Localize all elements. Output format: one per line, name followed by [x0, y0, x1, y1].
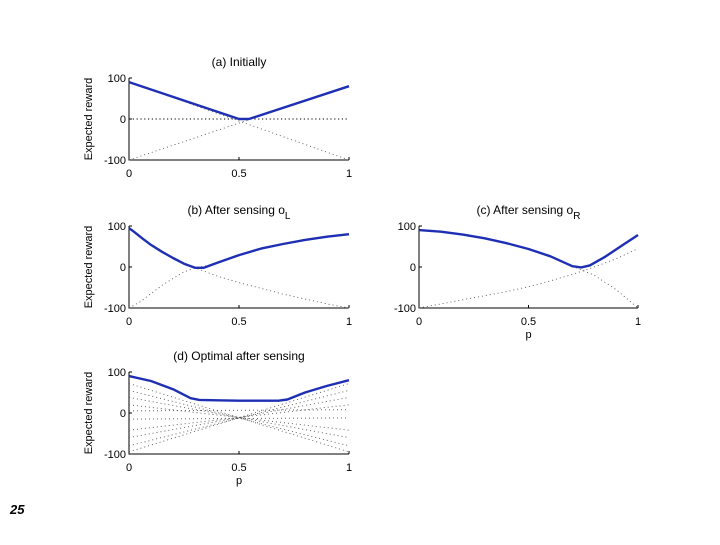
y-tick-label: 0: [410, 262, 416, 274]
chart-title: (d) Optimal after sensing: [173, 349, 304, 363]
y-tick-label: 0: [120, 262, 126, 274]
dotted-series: [128, 383, 350, 453]
x-tick-label: 0.5: [231, 168, 246, 180]
dotted-series: [128, 404, 350, 431]
y-tick-label: -100: [104, 303, 126, 315]
dotted-series: [128, 417, 350, 420]
optimal-series: [128, 374, 350, 402]
y-tick-label: -100: [394, 303, 416, 315]
x-tick-label: 1: [346, 316, 352, 328]
title-subscript: L: [285, 211, 291, 222]
title-subscript: R: [573, 211, 580, 222]
chart-title: (c) After sensing oR: [477, 203, 581, 222]
y-tick-label: -100: [104, 449, 126, 461]
chart-title: (a) Initially: [212, 55, 267, 69]
chart-title: (b) After sensing oL: [188, 203, 291, 222]
axis-frame: [418, 226, 638, 309]
y-tick-label: 100: [108, 221, 126, 233]
slide-number: 25: [10, 502, 25, 517]
dotted-series: [128, 227, 350, 309]
dotted-series: [128, 409, 350, 412]
dotted-series: [128, 81, 350, 161]
y-tick-label: 0: [120, 408, 126, 420]
dotted-series: [128, 265, 207, 309]
x-axis-label: p: [236, 475, 242, 487]
x-tick-label: 0: [126, 168, 132, 180]
optimal-series: [128, 80, 350, 121]
x-tick-label: 0: [126, 316, 132, 328]
x-tick-label: 0: [416, 316, 422, 328]
x-tick-label: 1: [635, 316, 641, 328]
x-tick-label: 0.5: [231, 462, 246, 474]
x-tick-label: 0.5: [231, 316, 246, 328]
x-axis-label: p: [525, 329, 531, 341]
y-tick-label: -100: [104, 155, 126, 167]
optimal-series: [418, 228, 639, 269]
dotted-series: [128, 85, 350, 161]
y-tick-label: 100: [108, 367, 126, 379]
dotted-series: [128, 396, 350, 439]
dotted-series: [572, 265, 639, 309]
x-tick-label: 1: [346, 462, 352, 474]
y-tick-label: 100: [108, 73, 126, 85]
y-axis-label: Expected reward: [83, 226, 95, 309]
dotted-series: [128, 404, 350, 431]
y-axis-label: Expected reward: [83, 372, 95, 455]
dotted-series: [128, 383, 350, 453]
optimal-series: [128, 227, 350, 269]
y-tick-label: 0: [120, 114, 126, 126]
y-tick-label: 100: [398, 221, 416, 233]
x-tick-label: 0.5: [521, 316, 536, 328]
dotted-series: [128, 396, 350, 439]
x-tick-label: 1: [346, 168, 352, 180]
x-tick-label: 0: [126, 462, 132, 474]
y-axis-label: Expected reward: [83, 78, 95, 161]
